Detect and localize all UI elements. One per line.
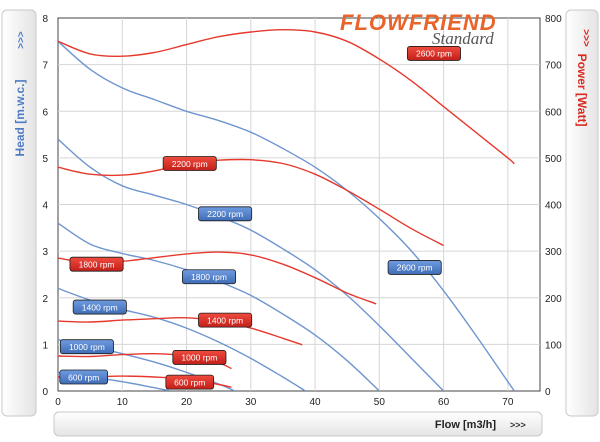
head-label-text: 1000 rpm <box>69 342 105 352</box>
y2-tick-label: 100 <box>545 340 562 351</box>
y-tick-label: 1 <box>42 340 48 351</box>
power-label-box <box>198 312 253 328</box>
y2-tick-label: 600 <box>545 107 562 118</box>
head-curve-2600-rpm <box>58 40 515 391</box>
x-tick-label: 50 <box>374 397 386 408</box>
y2-tick-label: 200 <box>545 294 562 305</box>
power-curve-label: 1400 rpm <box>198 312 253 328</box>
power-label-box <box>165 374 215 390</box>
power-label-text: 1800 rpm <box>79 259 115 269</box>
power-axis-tab[interactable]: >>> Power [Watt] <box>565 9 599 417</box>
x-tick-label: 70 <box>502 397 514 408</box>
x-ticks: 0 10 20 30 40 50 60 70 <box>55 397 514 408</box>
head-label-box <box>387 260 442 275</box>
x-tick-label: 10 <box>117 397 129 408</box>
y-tick-label: 8 <box>42 14 48 25</box>
x-tick-label: 30 <box>245 397 257 408</box>
x-tick-label: 60 <box>438 397 450 408</box>
head-label-text: 1400 rpm <box>82 302 118 312</box>
head-curve-label: 2600 rpm <box>387 260 442 275</box>
head-label-box <box>182 269 237 285</box>
power-curve-label: 1000 rpm <box>172 350 227 365</box>
power-label-text: 1400 rpm <box>207 315 243 325</box>
head-curve-label: 1400 rpm <box>72 299 127 315</box>
head-label-box <box>59 339 114 355</box>
head-label-box <box>72 299 127 315</box>
power-curve-label: 2600 rpm <box>406 46 461 61</box>
brand-edition: Standard <box>432 29 494 48</box>
power-label-box <box>172 350 227 365</box>
head-label-text: 2600 rpm <box>397 263 433 273</box>
power-label-text: 2200 rpm <box>172 159 208 169</box>
y-ticks: 0 1 2 3 4 5 6 7 8 <box>42 14 48 398</box>
head-curve-label: 1000 rpm <box>59 339 114 355</box>
head-label-box <box>59 369 109 385</box>
flow-axis-label: Flow [m3/h] <box>435 419 496 431</box>
head-curve-2200-rpm <box>58 138 445 391</box>
power-label-text: 1000 rpm <box>181 353 217 363</box>
power-curve-2600-rpm <box>58 28 515 165</box>
head-axis-tab[interactable]: >>> Head [m.w.c.] <box>1 9 37 417</box>
power-label-box <box>69 256 124 272</box>
x-tick-label: 0 <box>55 397 61 408</box>
y-tick-label: 5 <box>42 154 48 165</box>
y2-tick-label: 0 <box>545 387 551 398</box>
head-label-text: 600 rpm <box>68 372 99 382</box>
y2-tick-label: 500 <box>545 154 562 165</box>
power-tab-arrows: >>> <box>580 29 591 47</box>
head-label-box <box>198 206 253 222</box>
head-label-text: 2200 rpm <box>207 209 243 219</box>
x-tick-label: 20 <box>181 397 193 408</box>
y-tick-label: 3 <box>42 247 48 258</box>
flow-axis-tab[interactable]: Flow [m3/h] >>> <box>53 411 543 437</box>
power-label-text: 2600 rpm <box>416 49 452 59</box>
y-tick-label: 2 <box>42 294 48 305</box>
y2-tick-label: 800 <box>545 14 562 25</box>
power-axis-label: Power [Watt] <box>575 54 589 127</box>
y-tick-label: 4 <box>42 201 48 212</box>
power-curve-1400-rpm <box>58 317 303 346</box>
y2-tick-label: 700 <box>545 61 562 72</box>
head-label-text: 1800 rpm <box>191 272 227 282</box>
x-tick-label: 40 <box>310 397 322 408</box>
power-curve-label: 1800 rpm <box>69 256 124 272</box>
head-tab-arrows: >>> <box>16 31 27 49</box>
power-curve-label: 600 rpm <box>165 374 215 390</box>
y-tick-label: 7 <box>42 61 48 72</box>
power-label-text: 600 rpm <box>174 377 205 387</box>
power-label-box <box>162 156 217 171</box>
head-axis-label: Head [m.w.c.] <box>13 80 27 157</box>
power-label-box <box>406 46 461 61</box>
head-curve-label: 2200 rpm <box>198 206 253 222</box>
brand-name: FLOWFRIEND <box>340 10 497 35</box>
power-curve-2200-rpm <box>58 158 444 247</box>
y2-tick-label: 300 <box>545 247 562 258</box>
curve-labels: 600 rpm 1000 rpm 1400 rpm 1800 rpm 2200 rpm 2… <box>59 46 461 390</box>
brand-logo: FLOWFRIEND Standard <box>340 10 497 48</box>
power-curve-label: 2200 rpm <box>162 156 217 171</box>
y-tick-label: 0 <box>42 387 48 398</box>
y-tick-label: 6 <box>42 107 48 118</box>
y2-tick-label: 400 <box>545 201 562 212</box>
flow-tab-arrows: >>> <box>510 420 526 430</box>
y2-ticks: 0 100 200 300 400 500 600 700 800 <box>545 14 562 398</box>
head-curve-label: 1800 rpm <box>182 269 237 285</box>
head-curve-label: 600 rpm <box>59 369 109 385</box>
